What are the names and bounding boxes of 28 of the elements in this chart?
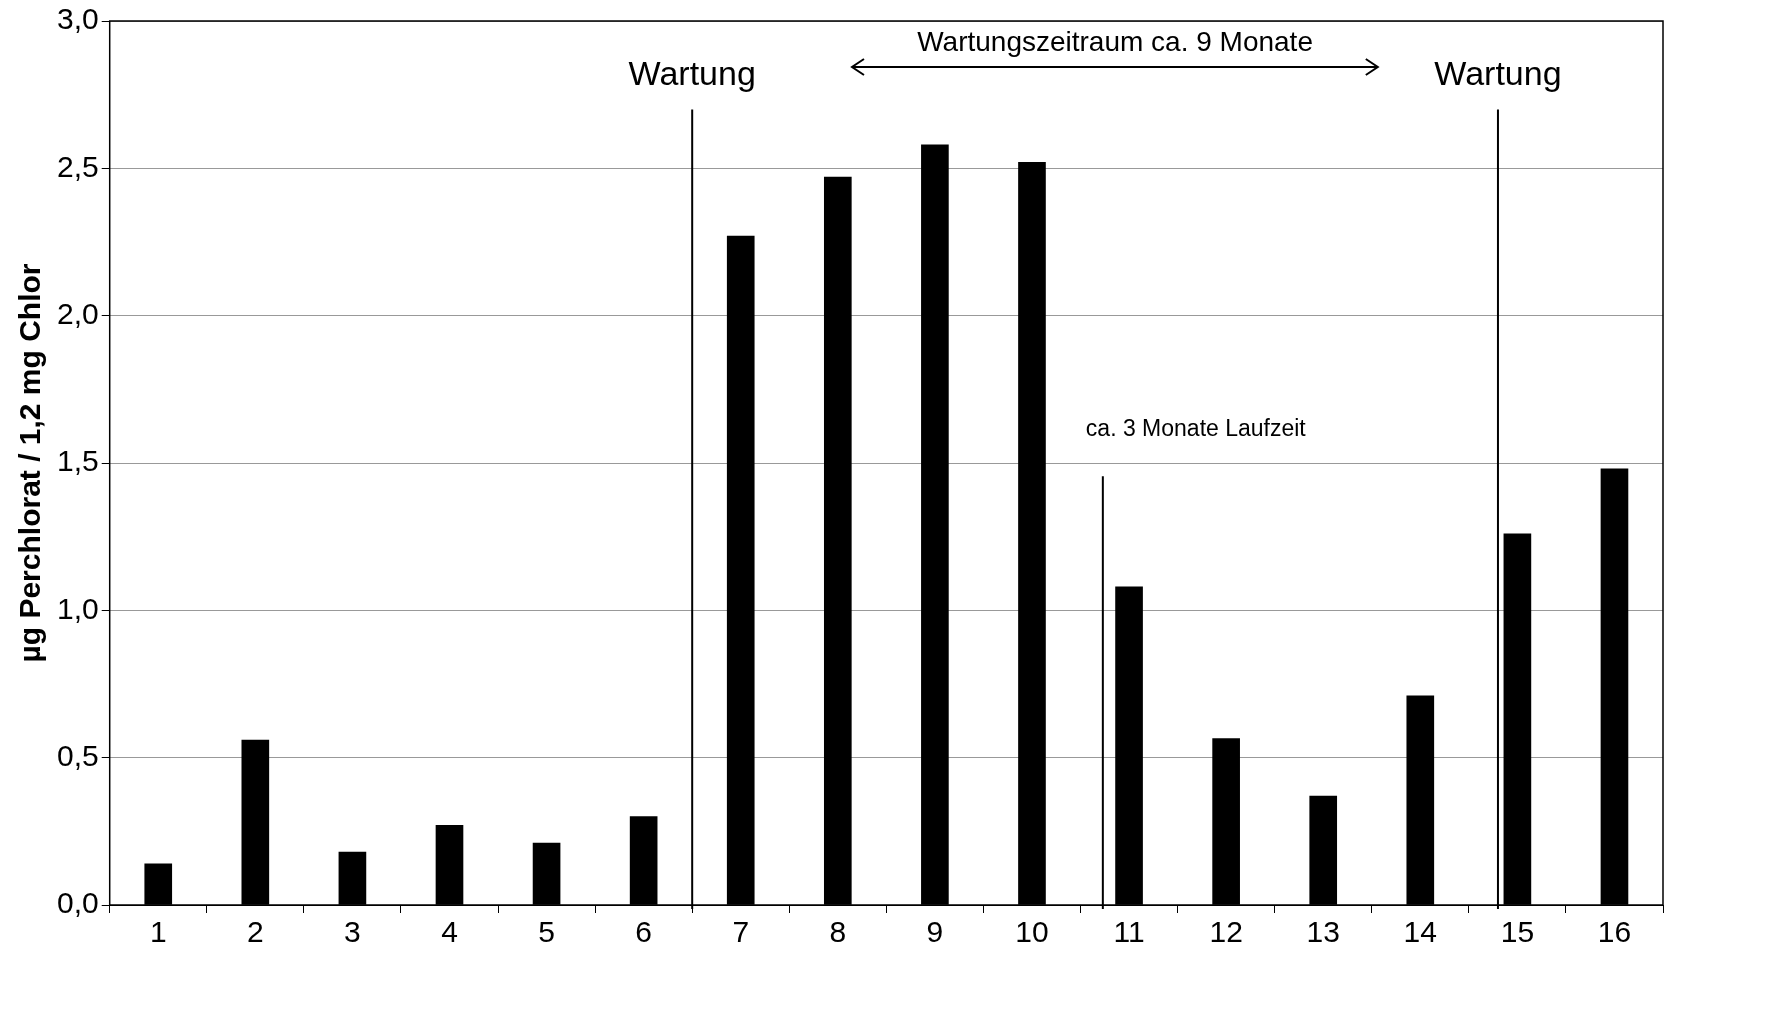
y-tick-label: 2,5 [56, 149, 99, 183]
annotation: Wartungszeitraum ca. 9 Monate [917, 25, 1313, 57]
y-tick-label: 0,0 [56, 886, 99, 920]
x-tick-label: 4 [441, 915, 458, 949]
y-tick-label: 1,5 [56, 444, 99, 478]
y-tick-label: 2,0 [56, 296, 99, 330]
x-tick-label: 15 [1500, 915, 1535, 949]
x-tick-label: 11 [1113, 915, 1145, 949]
x-tick-label: 8 [829, 915, 847, 949]
y-tick-label: 0,5 [56, 738, 99, 772]
y-tick-label: 3,0 [56, 2, 99, 36]
x-tick-label: 14 [1403, 915, 1437, 949]
x-tick-label: 16 [1597, 915, 1632, 949]
ref-line-label: Wartung [1434, 54, 1562, 93]
x-tick-label: 9 [926, 915, 944, 949]
x-tick-label: 6 [635, 915, 652, 949]
x-tick-label: 7 [732, 915, 750, 949]
ref-line-label: ca. 3 Monate Laufzeit [1085, 415, 1307, 442]
x-tick-label: 3 [344, 915, 361, 949]
ref-line-label: Wartung [628, 54, 756, 93]
y-axis-title: µg Perchlorat / 1,2 mg Chlor [13, 263, 47, 663]
x-tick-label: 12 [1209, 915, 1243, 949]
x-tick-label: 13 [1306, 915, 1340, 949]
x-tick-label: 2 [246, 915, 264, 949]
x-tick-label: 1 [149, 915, 167, 949]
x-tick-label: 5 [538, 915, 555, 949]
x-tick-label: 10 [1015, 915, 1049, 949]
y-tick-label: 1,0 [56, 591, 99, 625]
